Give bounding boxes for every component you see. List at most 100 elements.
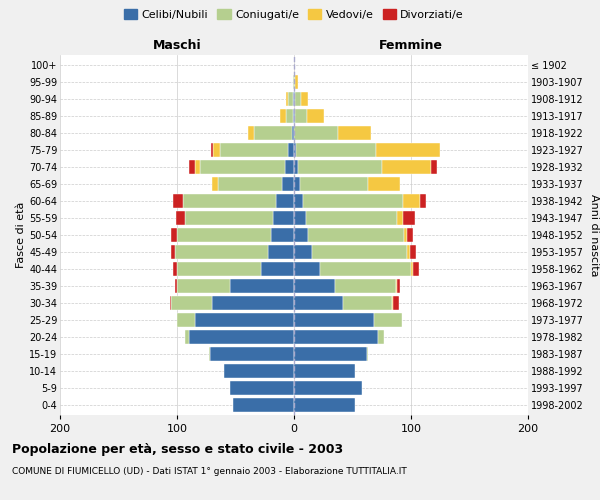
Bar: [294, 296, 343, 310]
Bar: [294, 177, 300, 191]
Bar: [304, 194, 403, 208]
Bar: [311, 245, 407, 259]
Bar: [185, 211, 273, 225]
Bar: [210, 347, 294, 361]
Y-axis label: Anni di nascita: Anni di nascita: [589, 194, 599, 276]
Bar: [376, 143, 440, 157]
Bar: [200, 160, 284, 174]
Bar: [194, 160, 200, 174]
Bar: [296, 143, 376, 157]
Bar: [301, 92, 308, 106]
Bar: [268, 245, 294, 259]
Bar: [294, 211, 306, 225]
Text: Femmine: Femmine: [379, 38, 443, 52]
Bar: [177, 313, 194, 327]
Bar: [294, 262, 320, 276]
Bar: [175, 245, 268, 259]
Bar: [295, 92, 301, 106]
Bar: [407, 245, 410, 259]
Bar: [224, 364, 294, 378]
Bar: [293, 75, 294, 89]
Bar: [294, 347, 367, 361]
Bar: [367, 347, 368, 361]
Bar: [397, 211, 403, 225]
Bar: [307, 109, 325, 123]
Bar: [411, 262, 413, 276]
Bar: [173, 194, 183, 208]
Bar: [431, 160, 437, 174]
Bar: [294, 313, 374, 327]
Bar: [396, 279, 397, 293]
Bar: [194, 313, 294, 327]
Bar: [220, 143, 288, 157]
Y-axis label: Fasce di età: Fasce di età: [16, 202, 26, 268]
Bar: [294, 75, 295, 89]
Text: Popolazione per età, sesso e stato civile - 2003: Popolazione per età, sesso e stato civil…: [12, 442, 343, 456]
Bar: [261, 262, 294, 276]
Bar: [378, 330, 384, 344]
Bar: [294, 398, 355, 412]
Bar: [273, 211, 294, 225]
Bar: [293, 92, 294, 106]
Bar: [397, 279, 400, 293]
Bar: [294, 381, 362, 395]
Bar: [308, 228, 404, 242]
Bar: [338, 126, 371, 140]
Bar: [294, 160, 298, 174]
Bar: [212, 177, 218, 191]
Bar: [335, 279, 396, 293]
Bar: [230, 381, 294, 395]
Bar: [293, 109, 294, 123]
Bar: [286, 92, 288, 106]
Bar: [295, 109, 307, 123]
Bar: [177, 262, 261, 276]
Bar: [294, 109, 295, 123]
Bar: [209, 347, 210, 361]
Bar: [189, 160, 194, 174]
Bar: [230, 279, 294, 293]
Bar: [171, 228, 177, 242]
Bar: [176, 211, 185, 225]
Bar: [286, 109, 293, 123]
Bar: [320, 262, 411, 276]
Bar: [212, 296, 294, 310]
Bar: [306, 211, 397, 225]
Text: Maschi: Maschi: [152, 38, 202, 52]
Bar: [277, 194, 294, 208]
Bar: [213, 143, 220, 157]
Bar: [211, 143, 213, 157]
Bar: [407, 228, 413, 242]
Bar: [283, 177, 294, 191]
Bar: [368, 177, 400, 191]
Bar: [254, 126, 292, 140]
Bar: [421, 194, 426, 208]
Bar: [288, 92, 293, 106]
Bar: [177, 279, 230, 293]
Bar: [248, 126, 254, 140]
Bar: [382, 160, 431, 174]
Bar: [410, 245, 416, 259]
Bar: [177, 228, 271, 242]
Bar: [171, 245, 175, 259]
Bar: [294, 228, 308, 242]
Bar: [188, 330, 294, 344]
Bar: [413, 262, 419, 276]
Bar: [185, 330, 188, 344]
Bar: [170, 296, 171, 310]
Bar: [294, 279, 335, 293]
Bar: [183, 194, 277, 208]
Bar: [271, 228, 294, 242]
Bar: [280, 109, 286, 123]
Bar: [175, 279, 177, 293]
Bar: [294, 92, 295, 106]
Bar: [295, 75, 298, 89]
Text: COMUNE DI FIUMICELLO (UD) - Dati ISTAT 1° gennaio 2003 - Elaborazione TUTTITALIA: COMUNE DI FIUMICELLO (UD) - Dati ISTAT 1…: [12, 468, 407, 476]
Bar: [343, 296, 392, 310]
Bar: [284, 160, 294, 174]
Legend: Celibi/Nubili, Coniugati/e, Vedovi/e, Divorziati/e: Celibi/Nubili, Coniugati/e, Vedovi/e, Di…: [119, 5, 469, 24]
Bar: [394, 296, 400, 310]
Bar: [294, 330, 378, 344]
Bar: [173, 262, 177, 276]
Bar: [392, 296, 394, 310]
Bar: [233, 398, 294, 412]
